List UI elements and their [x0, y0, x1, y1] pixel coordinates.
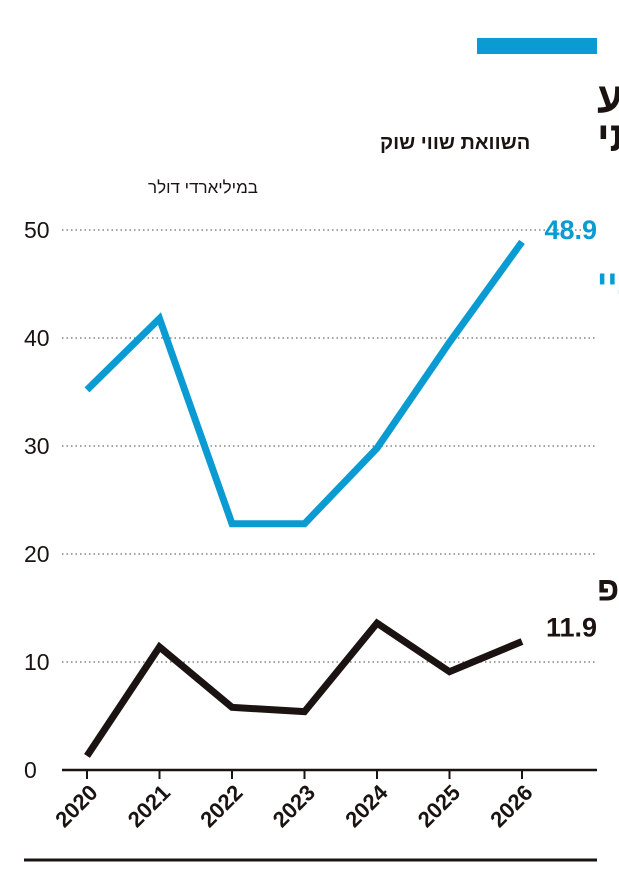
y-tick-label: 20: [24, 541, 50, 567]
series-line-2: [84, 618, 524, 758]
x-tick-label: 2026: [485, 780, 537, 832]
series-end-value-label: 48.9: [544, 215, 597, 245]
series-end-value-label: 11.9: [546, 612, 597, 642]
y-tick-label: 50: [24, 217, 50, 243]
x-tick-label: 2020: [50, 780, 102, 832]
x-tick-label: 2021: [123, 780, 175, 832]
x-tick-label: 2023: [268, 780, 320, 832]
y-tick-label: 30: [24, 433, 50, 459]
series-line-1: [84, 239, 525, 528]
y-tick-label: 0: [24, 757, 37, 783]
chart-subtitle: השוואת שווי שוק: [380, 132, 530, 154]
x-tick-label: 2022: [195, 780, 247, 832]
chart-title-line1: חברת מניית המם רוצה לבלוע: [597, 74, 619, 121]
x-axis-ticks: 2020 2021 2022 2023 2024 2025 2026: [50, 770, 538, 832]
gridlines: [62, 229, 597, 772]
y-tick-label: 10: [24, 649, 50, 675]
x-tick-label: 2025: [413, 780, 465, 832]
y-tick-label: 40: [24, 325, 50, 351]
unit-label: במיליארדי דולר: [148, 178, 258, 197]
y-axis-ticks: 0 10 20 30 40 50: [24, 217, 50, 783]
chart-title-line2: עסק אמיתי: [597, 113, 619, 160]
series-name-label: איביי: [597, 264, 619, 302]
series-name-label: גיימסטופ: [597, 570, 619, 608]
series-lines: [84, 239, 525, 758]
series-labels: 48.9איביי 11.9גיימסטופ: [544, 215, 619, 643]
x-tick-label: 2024: [340, 779, 393, 832]
header-accent-bar: [477, 38, 597, 54]
